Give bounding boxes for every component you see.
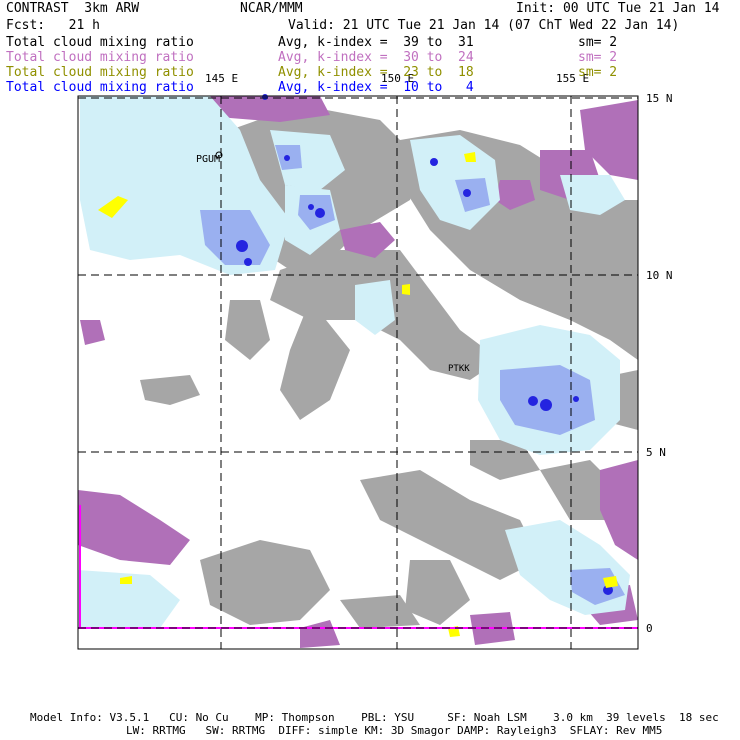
forecast-hour: Fcst: 21 h xyxy=(6,18,100,33)
station-marker-pgum xyxy=(215,151,223,159)
lon-label-145e: 145 E xyxy=(205,72,238,85)
field-2-sm: sm= 2 xyxy=(578,50,618,65)
lat-label-5n: 5 N xyxy=(646,446,666,459)
field-2-name: Total cloud mixing ratio xyxy=(6,50,194,65)
org-title: NCAR/MMM xyxy=(240,1,303,16)
low-cloud-dark xyxy=(236,94,613,595)
model-title: CONTRAST 3km ARW xyxy=(6,1,140,16)
field-3-sm: sm= 2 xyxy=(578,65,618,80)
field-4-avg: Avg, k-index = 10 to 4 xyxy=(278,80,474,95)
station-pgum: PGUM xyxy=(196,154,220,165)
lon-label-150e: 150 E xyxy=(381,72,414,85)
lat-label-10n: 10 N xyxy=(646,269,673,282)
lat-label-0: 0 xyxy=(646,622,653,635)
field-2-avg: Avg, k-index = 30 to 24 xyxy=(278,50,474,65)
field-1-avg: Avg, k-index = 39 to 31 xyxy=(278,35,474,50)
field-3-avg: Avg, k-index = 23 to 18 xyxy=(278,65,474,80)
lon-label-155e: 155 E xyxy=(556,72,589,85)
field-4-name: Total cloud mixing ratio xyxy=(6,80,194,95)
init-time: Init: 00 UTC Tue 21 Jan 14 xyxy=(516,1,720,16)
field-1-sm: sm= 2 xyxy=(578,35,618,50)
lat-label-15n: 15 N xyxy=(646,92,673,105)
station-ptkk: PTKK xyxy=(448,364,470,374)
valid-time: Valid: 21 UTC Tue 21 Jan 14 (07 ChT Wed … xyxy=(288,18,680,33)
field-3-name: Total cloud mixing ratio xyxy=(6,65,194,80)
field-1-name: Total cloud mixing ratio xyxy=(6,35,194,50)
model-info-line2: LW: RRTMG SW: RRTMG DIFF: simple KM: 3D … xyxy=(126,724,663,737)
model-info-line1: Model Info: V3.5.1 CU: No Cu MP: Thompso… xyxy=(30,711,719,724)
map-frame xyxy=(77,95,639,650)
lat-lon-grid xyxy=(78,96,638,649)
